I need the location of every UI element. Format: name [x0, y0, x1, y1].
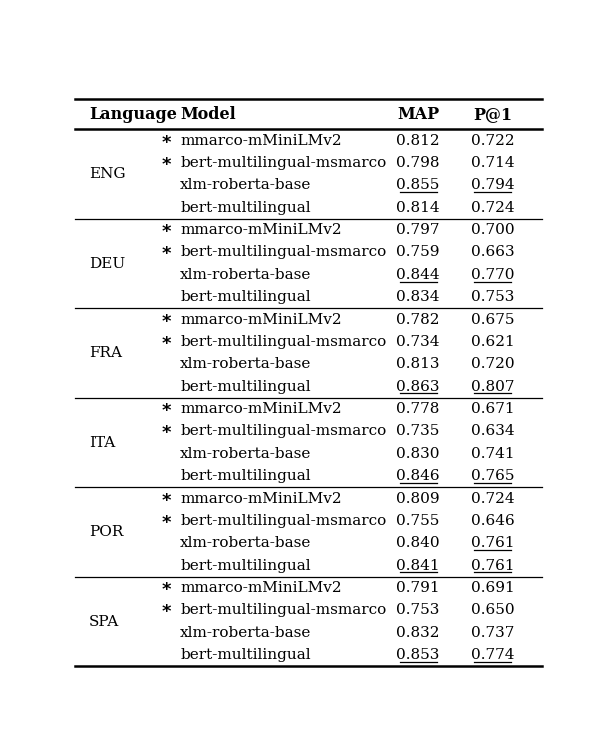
- Text: 0.737: 0.737: [471, 626, 515, 640]
- Text: 0.791: 0.791: [396, 581, 440, 595]
- Text: 0.794: 0.794: [471, 178, 515, 192]
- Text: bert-multilingual-msmarco: bert-multilingual-msmarco: [180, 246, 386, 259]
- Text: 0.798: 0.798: [396, 156, 440, 170]
- Text: 0.797: 0.797: [396, 223, 440, 237]
- Text: bert-multilingual: bert-multilingual: [180, 648, 311, 662]
- Text: 0.778: 0.778: [397, 402, 440, 416]
- Text: 0.634: 0.634: [471, 425, 515, 439]
- Text: 0.834: 0.834: [396, 290, 440, 304]
- Text: 0.724: 0.724: [471, 492, 515, 506]
- Text: 0.761: 0.761: [471, 536, 515, 550]
- Text: Model: Model: [180, 106, 236, 123]
- Text: ENG: ENG: [89, 167, 126, 181]
- Text: 0.846: 0.846: [396, 469, 440, 483]
- Text: mmarco-mMiniLMv2: mmarco-mMiniLMv2: [180, 581, 342, 595]
- Text: 0.814: 0.814: [396, 201, 440, 215]
- Text: ITA: ITA: [89, 436, 116, 449]
- Text: 0.853: 0.853: [397, 648, 440, 662]
- Text: $\mathbf{*}$: $\mathbf{*}$: [161, 422, 172, 440]
- Text: 0.753: 0.753: [471, 290, 515, 304]
- Text: $\mathbf{*}$: $\mathbf{*}$: [161, 489, 172, 507]
- Text: mmarco-mMiniLMv2: mmarco-mMiniLMv2: [180, 223, 342, 237]
- Text: 0.663: 0.663: [471, 246, 515, 259]
- Text: 0.720: 0.720: [471, 357, 515, 371]
- Text: 0.724: 0.724: [471, 201, 515, 215]
- Text: 0.735: 0.735: [397, 425, 440, 439]
- Text: 0.855: 0.855: [397, 178, 440, 192]
- Text: $\mathbf{*}$: $\mathbf{*}$: [161, 512, 172, 530]
- Text: 0.755: 0.755: [397, 514, 440, 528]
- Text: 0.761: 0.761: [471, 559, 515, 573]
- Text: 0.765: 0.765: [471, 469, 515, 483]
- Text: 0.812: 0.812: [396, 133, 440, 148]
- Text: bert-multilingual: bert-multilingual: [180, 469, 311, 483]
- Text: 0.782: 0.782: [396, 313, 440, 326]
- Text: 0.840: 0.840: [396, 536, 440, 550]
- Text: 0.722: 0.722: [471, 133, 515, 148]
- Text: $\mathbf{*}$: $\mathbf{*}$: [161, 602, 172, 620]
- Text: 0.714: 0.714: [471, 156, 515, 170]
- Text: xlm-roberta-base: xlm-roberta-base: [180, 626, 312, 640]
- Text: bert-multilingual: bert-multilingual: [180, 559, 311, 573]
- Text: 0.830: 0.830: [396, 447, 440, 461]
- Text: 0.675: 0.675: [471, 313, 515, 326]
- Text: 0.809: 0.809: [396, 492, 440, 506]
- Text: 0.863: 0.863: [396, 380, 440, 394]
- Text: 0.759: 0.759: [396, 246, 440, 259]
- Text: 0.813: 0.813: [396, 357, 440, 371]
- Text: 0.741: 0.741: [471, 447, 515, 461]
- Text: $\mathbf{*}$: $\mathbf{*}$: [161, 131, 172, 149]
- Text: P@1: P@1: [473, 106, 512, 123]
- Text: $\mathbf{*}$: $\mathbf{*}$: [161, 579, 172, 597]
- Text: bert-multilingual-msmarco: bert-multilingual-msmarco: [180, 335, 386, 349]
- Text: FRA: FRA: [89, 346, 122, 360]
- Text: 0.807: 0.807: [471, 380, 515, 394]
- Text: $\mathbf{*}$: $\mathbf{*}$: [161, 244, 172, 262]
- Text: bert-multilingual-msmarco: bert-multilingual-msmarco: [180, 603, 386, 618]
- Text: xlm-roberta-base: xlm-roberta-base: [180, 268, 312, 282]
- Text: xlm-roberta-base: xlm-roberta-base: [180, 178, 312, 192]
- Text: 0.841: 0.841: [396, 559, 440, 573]
- Text: 0.691: 0.691: [471, 581, 515, 595]
- Text: $\mathbf{*}$: $\mathbf{*}$: [161, 221, 172, 239]
- Text: DEU: DEU: [89, 256, 125, 271]
- Text: bert-multilingual-msmarco: bert-multilingual-msmarco: [180, 425, 386, 439]
- Text: xlm-roberta-base: xlm-roberta-base: [180, 357, 312, 371]
- Text: $\mathbf{*}$: $\mathbf{*}$: [161, 333, 172, 351]
- Text: 0.734: 0.734: [396, 335, 440, 349]
- Text: xlm-roberta-base: xlm-roberta-base: [180, 447, 312, 461]
- Text: bert-multilingual: bert-multilingual: [180, 201, 311, 215]
- Text: bert-multilingual: bert-multilingual: [180, 290, 311, 304]
- Text: 0.621: 0.621: [471, 335, 515, 349]
- Text: POR: POR: [89, 525, 123, 539]
- Text: Language: Language: [89, 106, 177, 123]
- Text: bert-multilingual-msmarco: bert-multilingual-msmarco: [180, 514, 386, 528]
- Text: bert-multilingual-msmarco: bert-multilingual-msmarco: [180, 156, 386, 170]
- Text: xlm-roberta-base: xlm-roberta-base: [180, 536, 312, 550]
- Text: MAP: MAP: [397, 106, 439, 123]
- Text: mmarco-mMiniLMv2: mmarco-mMiniLMv2: [180, 133, 342, 148]
- Text: bert-multilingual: bert-multilingual: [180, 380, 311, 394]
- Text: $\mathbf{*}$: $\mathbf{*}$: [161, 400, 172, 418]
- Text: $\mathbf{*}$: $\mathbf{*}$: [161, 311, 172, 329]
- Text: mmarco-mMiniLMv2: mmarco-mMiniLMv2: [180, 313, 342, 326]
- Text: 0.844: 0.844: [396, 268, 440, 282]
- Text: SPA: SPA: [89, 615, 119, 629]
- Text: 0.700: 0.700: [471, 223, 515, 237]
- Text: mmarco-mMiniLMv2: mmarco-mMiniLMv2: [180, 492, 342, 506]
- Text: 0.832: 0.832: [396, 626, 440, 640]
- Text: 0.671: 0.671: [471, 402, 515, 416]
- Text: mmarco-mMiniLMv2: mmarco-mMiniLMv2: [180, 402, 342, 416]
- Text: $\mathbf{*}$: $\mathbf{*}$: [161, 154, 172, 172]
- Text: 0.774: 0.774: [471, 648, 515, 662]
- Text: 0.646: 0.646: [471, 514, 515, 528]
- Text: 0.770: 0.770: [471, 268, 515, 282]
- Text: 0.753: 0.753: [397, 603, 440, 618]
- Text: 0.650: 0.650: [471, 603, 515, 618]
